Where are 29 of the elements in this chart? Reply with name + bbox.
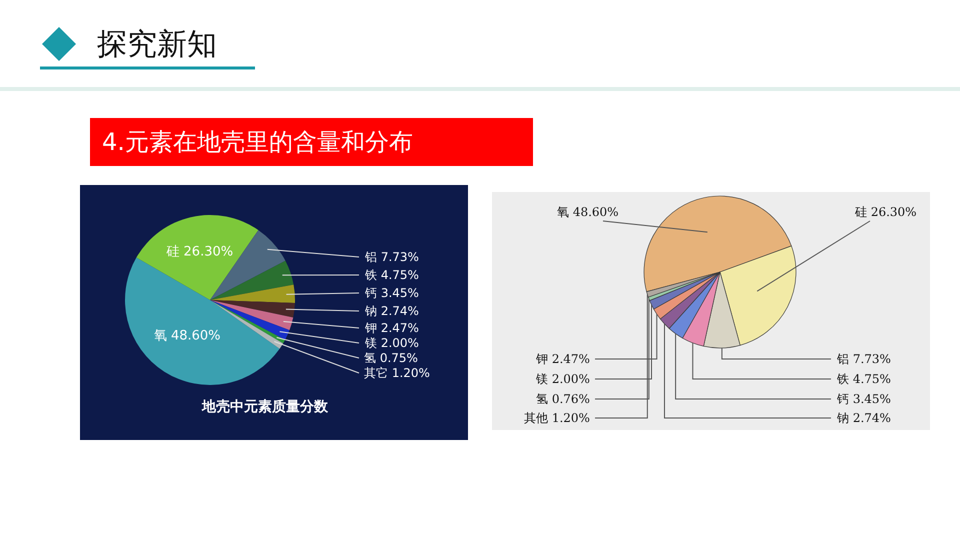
pie-slice — [125, 258, 280, 385]
slice-label: 镁 2.00% — [364, 336, 419, 350]
slice-label: 铁 4.75% — [836, 372, 891, 386]
pie-slice — [210, 284, 295, 303]
pie-slice — [136, 215, 258, 300]
slice-label: 钾 2.47% — [364, 321, 419, 335]
slice-label: 氢 0.76% — [536, 392, 590, 406]
pie-slice — [210, 260, 294, 300]
slice-label: 钙 3.45% — [836, 392, 891, 406]
slice-label: 钠 2.74% — [836, 411, 891, 425]
slice-label: 钾 2.47% — [535, 352, 590, 366]
pie-slice — [210, 300, 294, 330]
text: 探究新知 — [97, 27, 217, 62]
slice-label: 钠 2.74% — [364, 304, 419, 318]
slice-label: 镁 2.00% — [535, 372, 590, 386]
pie-slice — [210, 300, 295, 318]
slice-label: 氧 48.60% — [557, 205, 619, 219]
slice-label: 钙 3.45% — [364, 286, 419, 300]
text: 地壳中元素质量分数 — [201, 398, 329, 415]
slice-label: 铝 7.73% — [836, 352, 891, 366]
slice-label: 硅 26.30% — [165, 244, 234, 260]
slice-label: 其他 1.20% — [524, 411, 590, 425]
slice-label: 其它 1.20% — [364, 366, 430, 380]
slice-label: 硅 26.30% — [854, 205, 917, 219]
slice-label: 氧 48.60% — [154, 328, 221, 344]
slice-label: 氢 0.75% — [364, 351, 418, 365]
slice-label: 铁 4.75% — [364, 268, 419, 282]
text: 4.元素在地壳里的含量和分布 — [102, 128, 413, 156]
slice-label: 铝 7.73% — [364, 250, 419, 264]
